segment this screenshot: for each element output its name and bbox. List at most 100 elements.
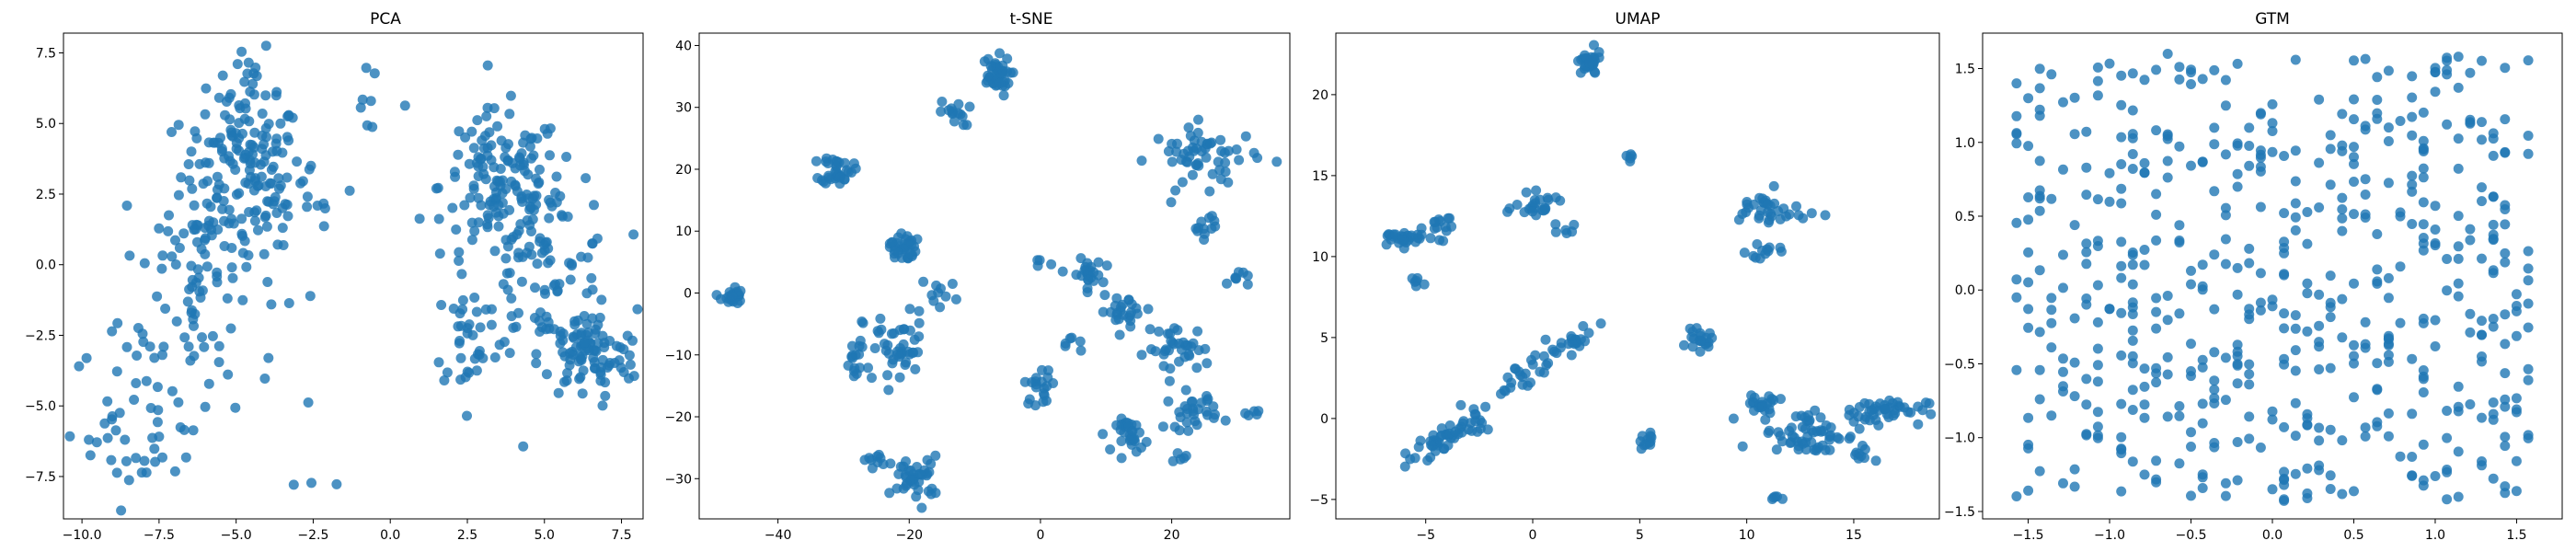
data-point [2523, 148, 2534, 159]
data-point [882, 339, 893, 351]
data-point [1240, 408, 1251, 419]
data-point [2232, 58, 2243, 69]
data-point [1180, 451, 1191, 461]
panel-umap: UMAP −5 0 5 10 15 −5 0 5 10 15 20 [1309, 10, 1940, 543]
data-point [2139, 259, 2150, 270]
data-point [1555, 342, 1566, 353]
data-point [2139, 245, 2150, 255]
data-point [2267, 98, 2278, 109]
data-point [2162, 172, 2173, 183]
data-point [2232, 378, 2243, 389]
data-point [1888, 410, 1899, 421]
data-point [292, 156, 303, 167]
data-point [1480, 401, 1491, 412]
data-point [1502, 206, 1512, 217]
data-point [2290, 365, 2301, 376]
data-point [1455, 399, 1466, 410]
data-point [149, 443, 160, 454]
data-point [1111, 420, 1122, 431]
data-point [2255, 108, 2266, 119]
data-point [2034, 265, 2045, 276]
data-point [1110, 300, 1121, 311]
data-point [2418, 238, 2429, 249]
data-point [2139, 469, 2150, 480]
data-point [2127, 335, 2138, 346]
data-point [2465, 235, 2476, 246]
data-point [1866, 405, 1877, 416]
data-point [482, 222, 493, 233]
data-point [191, 132, 202, 144]
data-point [2232, 360, 2243, 371]
data-point [811, 155, 822, 167]
data-point [559, 376, 569, 387]
data-point [2349, 152, 2359, 163]
data-point [282, 132, 293, 143]
data-point [504, 348, 515, 359]
data-point [2092, 280, 2103, 291]
data-point [2174, 458, 2185, 469]
x-tick-label: 15 [1846, 528, 1862, 543]
data-point [473, 171, 484, 181]
data-point [2209, 398, 2220, 408]
data-point [2290, 176, 2301, 187]
data-point [2465, 327, 2476, 338]
data-point [907, 347, 918, 358]
data-point [2058, 164, 2068, 175]
data-point [2477, 182, 2487, 193]
data-point [459, 200, 470, 211]
x-tick-label: 5.0 [535, 528, 555, 543]
data-point [1686, 332, 1697, 342]
data-point [2372, 278, 2383, 289]
data-point [74, 361, 85, 372]
data-point [2116, 272, 2127, 283]
data-point [111, 366, 122, 377]
data-point [2407, 92, 2418, 103]
data-point [848, 371, 859, 382]
data-point [2162, 49, 2173, 59]
data-point [1167, 138, 1178, 149]
data-point [157, 350, 167, 361]
data-point [1425, 233, 1436, 244]
data-point [2174, 74, 2185, 85]
data-point [2279, 323, 2290, 334]
data-point [526, 153, 536, 164]
data-point [2046, 305, 2057, 316]
data-point [2081, 247, 2092, 258]
data-point [1679, 339, 1689, 351]
plot-frame [63, 32, 644, 520]
data-point [998, 90, 1009, 101]
data-point [2418, 219, 2429, 230]
data-point [2302, 493, 2313, 503]
data-point [225, 323, 236, 334]
data-point [226, 262, 237, 273]
data-point [2325, 130, 2336, 141]
data-point [2407, 219, 2418, 229]
data-point [1170, 185, 1181, 196]
data-point [473, 192, 484, 203]
data-point [2116, 486, 2127, 497]
data-point [2127, 385, 2138, 396]
data-point [482, 210, 493, 221]
data-point [1752, 239, 1763, 249]
data-point [1815, 412, 1826, 423]
data-point [2279, 421, 2290, 432]
data-point [124, 250, 135, 261]
data-point [2232, 140, 2243, 151]
data-point [1440, 222, 1451, 233]
data-point [2314, 94, 2325, 105]
data-point [2442, 465, 2453, 475]
data-point [2383, 339, 2394, 350]
data-point [2139, 157, 2150, 168]
data-point [1204, 186, 1215, 197]
data-point [846, 340, 857, 351]
data-point [1806, 425, 1817, 436]
data-point [498, 279, 509, 290]
data-point [486, 319, 497, 330]
data-point [2174, 236, 2185, 246]
x-tick-label: 0 [1036, 528, 1044, 543]
data-point [2511, 393, 2522, 404]
data-point [2290, 345, 2301, 356]
data-point [193, 272, 204, 283]
data-point [303, 397, 314, 408]
data-point [2360, 209, 2371, 220]
